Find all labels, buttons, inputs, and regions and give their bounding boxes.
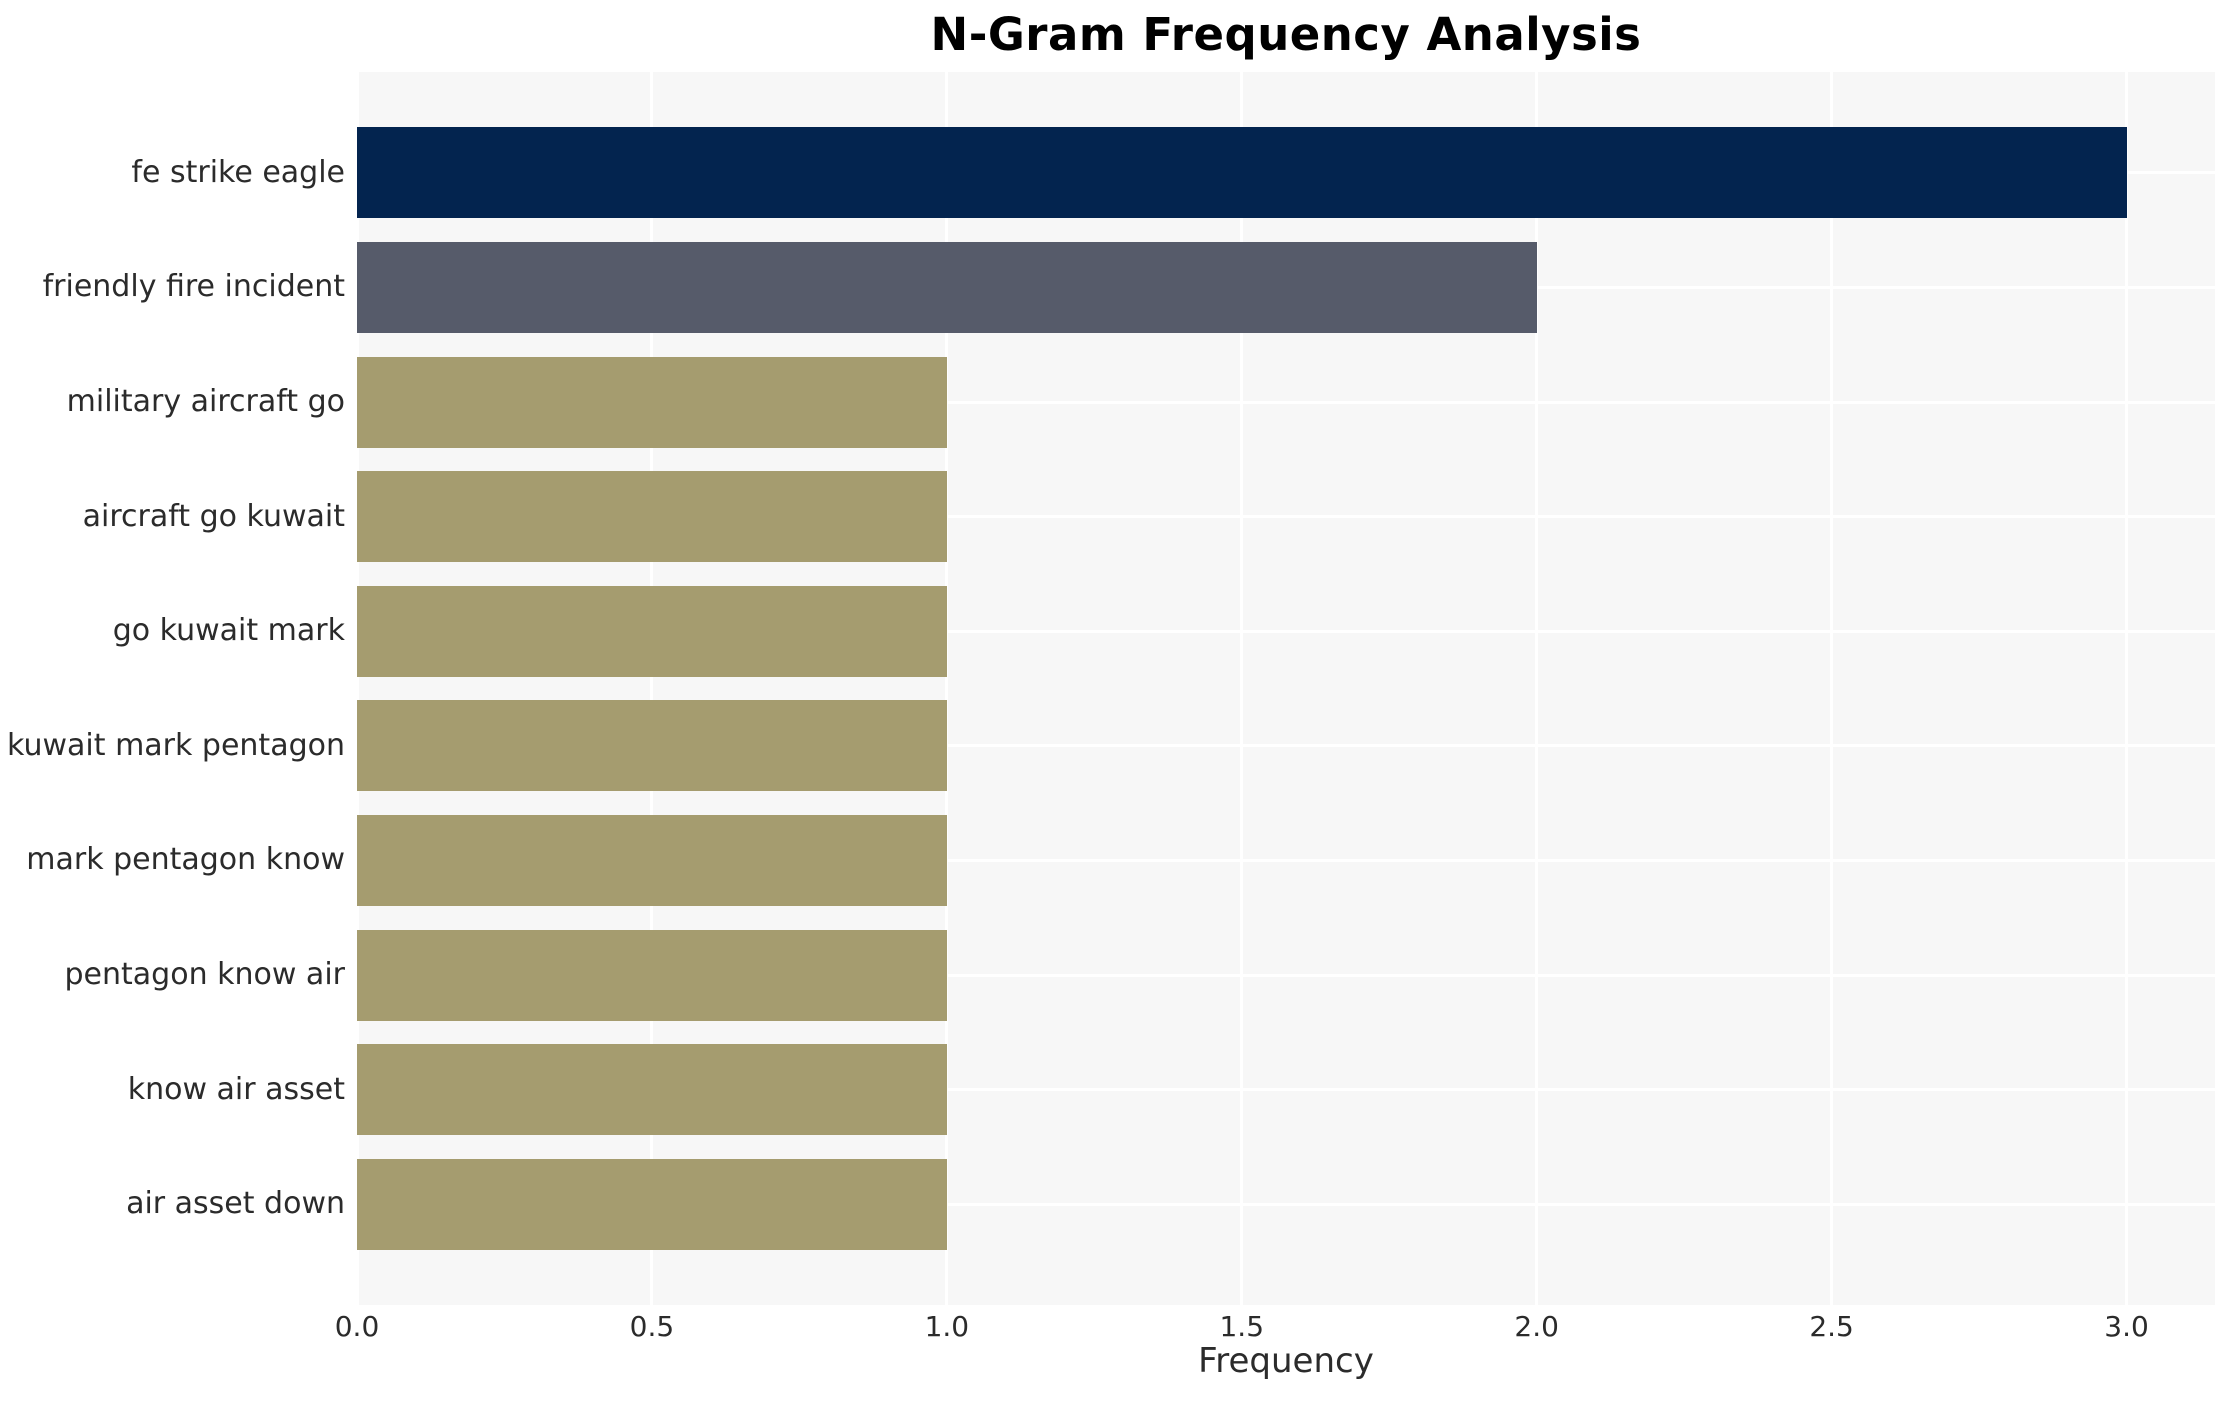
category-label: friendly fire incident <box>42 269 345 305</box>
bar-friendly-fire-incident <box>357 241 1537 333</box>
bar-go-kuwait-mark <box>357 585 947 677</box>
bar-kuwait-mark-pentagon <box>357 700 947 792</box>
gridline-vertical <box>1535 72 1539 1305</box>
bar-mark-pentagon-know <box>357 814 947 906</box>
x-tick-label: 1.5 <box>1219 1310 1265 1343</box>
gridline-vertical <box>355 72 359 1305</box>
x-tick-label: 0.0 <box>334 1310 380 1343</box>
category-label: know air asset <box>127 1071 345 1107</box>
bar-aircraft-go-kuwait <box>357 471 947 563</box>
chart-title: N-Gram Frequency Analysis <box>930 8 1642 61</box>
plot-area <box>355 72 2215 1305</box>
gridline-vertical <box>1830 72 1834 1305</box>
gridline-horizontal <box>357 515 2215 519</box>
gridline-horizontal <box>357 1202 2215 1206</box>
x-tick-label: 2.0 <box>1514 1310 1559 1343</box>
category-label: aircraft go kuwait <box>82 498 345 534</box>
x-tick-label: 3.0 <box>2104 1310 2149 1343</box>
gridline-horizontal <box>357 400 2215 404</box>
category-label: fe strike eagle <box>131 154 345 190</box>
x-tick-label: 2.5 <box>1809 1310 1854 1343</box>
gridline-horizontal <box>357 973 2215 977</box>
x-axis-label: Frequency <box>1198 1341 1374 1381</box>
gridline-horizontal <box>357 1088 2215 1092</box>
category-label: air asset down <box>126 1186 345 1222</box>
category-label: pentagon know air <box>64 957 345 992</box>
gridline-horizontal <box>357 629 2215 633</box>
category-label: go kuwait mark <box>112 613 345 649</box>
bar-air-asset-down <box>357 1158 947 1250</box>
gridline-vertical <box>945 72 949 1305</box>
gridline-vertical <box>2125 72 2129 1305</box>
x-tick-label: 1.0 <box>924 1310 970 1343</box>
bar-military-aircraft-go <box>357 356 947 448</box>
gridline-horizontal <box>357 858 2215 862</box>
category-label: mark pentagon know <box>26 842 345 878</box>
gridline-vertical <box>1240 72 1244 1305</box>
bar-know-air-asset <box>357 1044 947 1136</box>
category-label: military aircraft go <box>66 384 345 419</box>
bar-pentagon-know-air <box>357 929 947 1021</box>
gridline-horizontal <box>357 744 2215 748</box>
gridline-vertical <box>650 72 654 1305</box>
x-tick-label: 0.5 <box>629 1310 675 1343</box>
category-label: kuwait mark pentagon <box>7 727 345 763</box>
bar-fe-strike-eagle <box>357 127 2127 219</box>
